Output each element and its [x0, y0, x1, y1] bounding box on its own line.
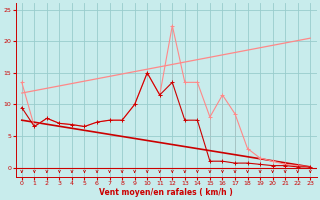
X-axis label: Vent moyen/en rafales ( km/h ): Vent moyen/en rafales ( km/h ): [99, 188, 233, 197]
